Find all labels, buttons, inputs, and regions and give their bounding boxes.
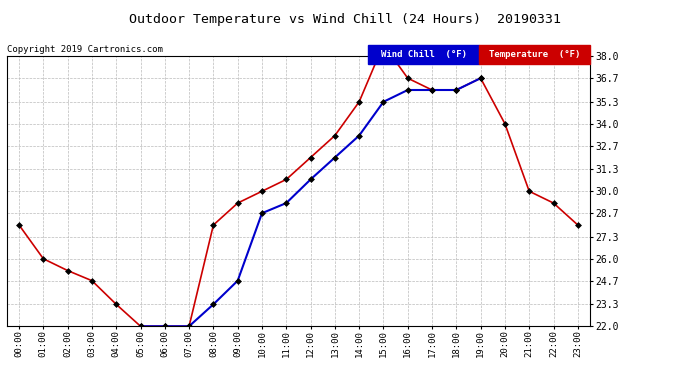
Text: Temperature  (°F): Temperature (°F) (489, 50, 580, 59)
FancyBboxPatch shape (368, 45, 479, 64)
FancyBboxPatch shape (479, 45, 590, 64)
Text: Outdoor Temperature vs Wind Chill (24 Hours)  20190331: Outdoor Temperature vs Wind Chill (24 Ho… (129, 13, 561, 26)
Text: Wind Chill  (°F): Wind Chill (°F) (381, 50, 466, 59)
Text: Copyright 2019 Cartronics.com: Copyright 2019 Cartronics.com (7, 45, 163, 54)
